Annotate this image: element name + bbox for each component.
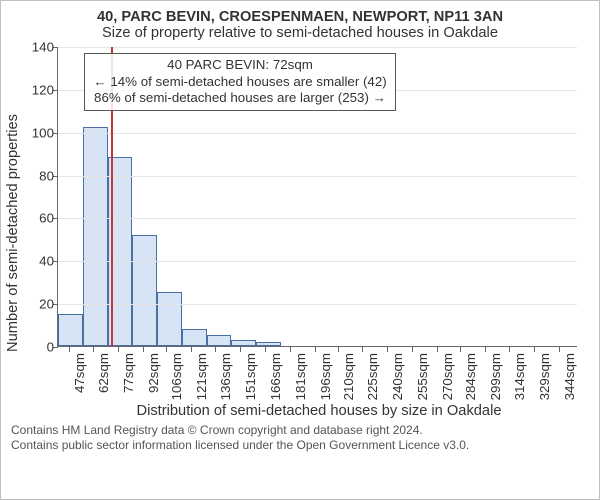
chart-area: Number of semi-detached properties 40 PA… xyxy=(11,47,589,419)
xtick-label: 299sqm xyxy=(488,353,503,400)
xtick-mark xyxy=(509,347,510,352)
histogram-bar xyxy=(132,235,157,346)
ytick-label: 20 xyxy=(39,297,54,312)
histogram-bar xyxy=(108,157,133,346)
xtick-label: 166sqm xyxy=(268,353,283,400)
xtick-mark xyxy=(315,347,316,352)
xtick-label: 181sqm xyxy=(293,353,308,400)
xtick-mark xyxy=(93,347,94,352)
xtick-mark xyxy=(387,347,388,352)
xtick-mark xyxy=(290,347,291,352)
xtick-mark xyxy=(240,347,241,352)
xtick-label: 92sqm xyxy=(146,353,161,393)
xtick-mark xyxy=(485,347,486,352)
xtick-mark xyxy=(265,347,266,352)
title-block: 40, PARC BEVIN, CROESPENMAEN, NEWPORT, N… xyxy=(11,9,589,41)
xtick-mark xyxy=(69,347,70,352)
x-axis-label: Distribution of semi-detached houses by … xyxy=(57,403,581,419)
xtick-label: 151sqm xyxy=(243,353,258,400)
histogram-bar xyxy=(207,335,232,346)
attribution-line2: Contains public sector information licen… xyxy=(11,438,589,453)
ytick-label: 80 xyxy=(39,168,54,183)
xtick-mark xyxy=(118,347,119,352)
histogram-bar xyxy=(231,340,256,346)
plot-outer: 40 PARC BEVIN: 72sqm ← 14% of semi-detac… xyxy=(57,47,581,419)
annotation-line3: 86% of semi-detached houses are larger (… xyxy=(91,90,389,107)
xtick-label: 47sqm xyxy=(72,353,87,393)
xtick-mark xyxy=(412,347,413,352)
xtick-mark xyxy=(166,347,167,352)
histogram-bar xyxy=(157,292,182,346)
annotation-line2: ← 14% of semi-detached houses are smalle… xyxy=(91,74,389,91)
xtick-label: 121sqm xyxy=(194,353,209,400)
xtick-mark xyxy=(534,347,535,352)
ytick-label: 0 xyxy=(47,340,54,355)
figure-root: 40, PARC BEVIN, CROESPENMAEN, NEWPORT, N… xyxy=(0,0,600,500)
xtick-label: 284sqm xyxy=(463,353,478,400)
xtick-mark xyxy=(437,347,438,352)
ytick-label: 60 xyxy=(39,211,54,226)
xtick-label: 344sqm xyxy=(562,353,577,400)
xtick-label: 196sqm xyxy=(318,353,333,400)
xtick-label: 210sqm xyxy=(341,353,356,400)
xtick-mark xyxy=(191,347,192,352)
xtick-label: 270sqm xyxy=(440,353,455,400)
histogram-bar xyxy=(83,127,108,346)
annotation-line1: 40 PARC BEVIN: 72sqm xyxy=(91,57,389,74)
title-line1: 40, PARC BEVIN, CROESPENMAEN, NEWPORT, N… xyxy=(11,9,589,25)
histogram-bar xyxy=(256,342,281,346)
xtick-label: 255sqm xyxy=(415,353,430,400)
histogram-bar xyxy=(58,314,83,346)
xtick-mark xyxy=(338,347,339,352)
ytick-label: 140 xyxy=(32,40,54,55)
xtick-label: 240sqm xyxy=(390,353,405,400)
xtick-label: 225sqm xyxy=(365,353,380,400)
xtick-mark xyxy=(559,347,560,352)
xtick-mark xyxy=(460,347,461,352)
xticks-layer: 47sqm 62sqm 77sqm 92sqm 106sqm 121sqm 136sqm 15… xyxy=(57,347,577,403)
xtick-label: 77sqm xyxy=(121,353,136,393)
ytick-label: 120 xyxy=(32,82,54,97)
annotation-box: 40 PARC BEVIN: 72sqm ← 14% of semi-detac… xyxy=(84,53,396,111)
xtick-label: 329sqm xyxy=(537,353,552,400)
ytick-label: 100 xyxy=(32,125,54,140)
xtick-label: 62sqm xyxy=(96,353,111,393)
xtick-mark xyxy=(143,347,144,352)
attribution-block: Contains HM Land Registry data © Crown c… xyxy=(11,423,589,453)
ytick-label: 40 xyxy=(39,254,54,269)
y-axis-label: Number of semi-detached properties xyxy=(5,114,21,352)
histogram-bar xyxy=(182,329,207,346)
xtick-label: 314sqm xyxy=(512,353,527,400)
title-line2: Size of property relative to semi-detach… xyxy=(11,25,589,41)
xtick-mark xyxy=(362,347,363,352)
plot-region: 40 PARC BEVIN: 72sqm ← 14% of semi-detac… xyxy=(57,47,577,347)
xtick-label: 106sqm xyxy=(169,353,184,400)
xtick-label: 136sqm xyxy=(218,353,233,400)
attribution-line1: Contains HM Land Registry data © Crown c… xyxy=(11,423,589,438)
xtick-mark xyxy=(215,347,216,352)
